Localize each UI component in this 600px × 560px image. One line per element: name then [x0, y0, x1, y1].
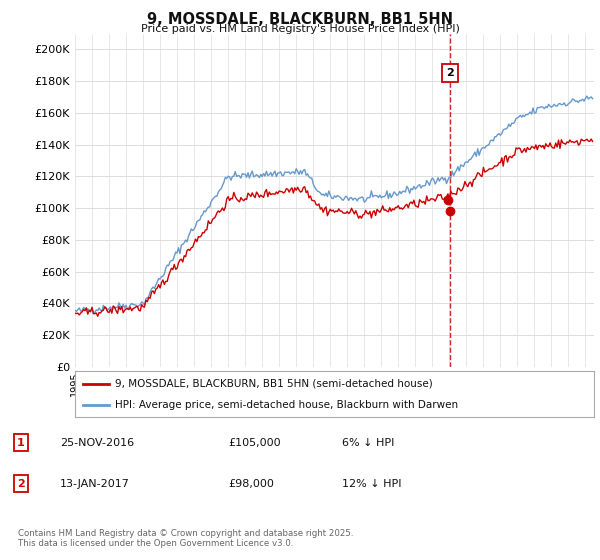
Text: 9, MOSSDALE, BLACKBURN, BB1 5HN (semi-detached house): 9, MOSSDALE, BLACKBURN, BB1 5HN (semi-de… [115, 379, 433, 389]
Text: Contains HM Land Registry data © Crown copyright and database right 2025.
This d: Contains HM Land Registry data © Crown c… [18, 529, 353, 548]
Text: 2: 2 [446, 68, 454, 78]
Text: 2: 2 [17, 479, 25, 489]
Text: 9, MOSSDALE, BLACKBURN, BB1 5HN: 9, MOSSDALE, BLACKBURN, BB1 5HN [147, 12, 453, 27]
Text: 13-JAN-2017: 13-JAN-2017 [60, 479, 130, 489]
Text: 12% ↓ HPI: 12% ↓ HPI [342, 479, 401, 489]
Text: HPI: Average price, semi-detached house, Blackburn with Darwen: HPI: Average price, semi-detached house,… [115, 400, 458, 410]
Text: Price paid vs. HM Land Registry's House Price Index (HPI): Price paid vs. HM Land Registry's House … [140, 24, 460, 34]
Text: 6% ↓ HPI: 6% ↓ HPI [342, 437, 394, 447]
Text: £98,000: £98,000 [228, 479, 274, 489]
Text: 1: 1 [17, 437, 25, 447]
Text: 25-NOV-2016: 25-NOV-2016 [60, 437, 134, 447]
Text: £105,000: £105,000 [228, 437, 281, 447]
